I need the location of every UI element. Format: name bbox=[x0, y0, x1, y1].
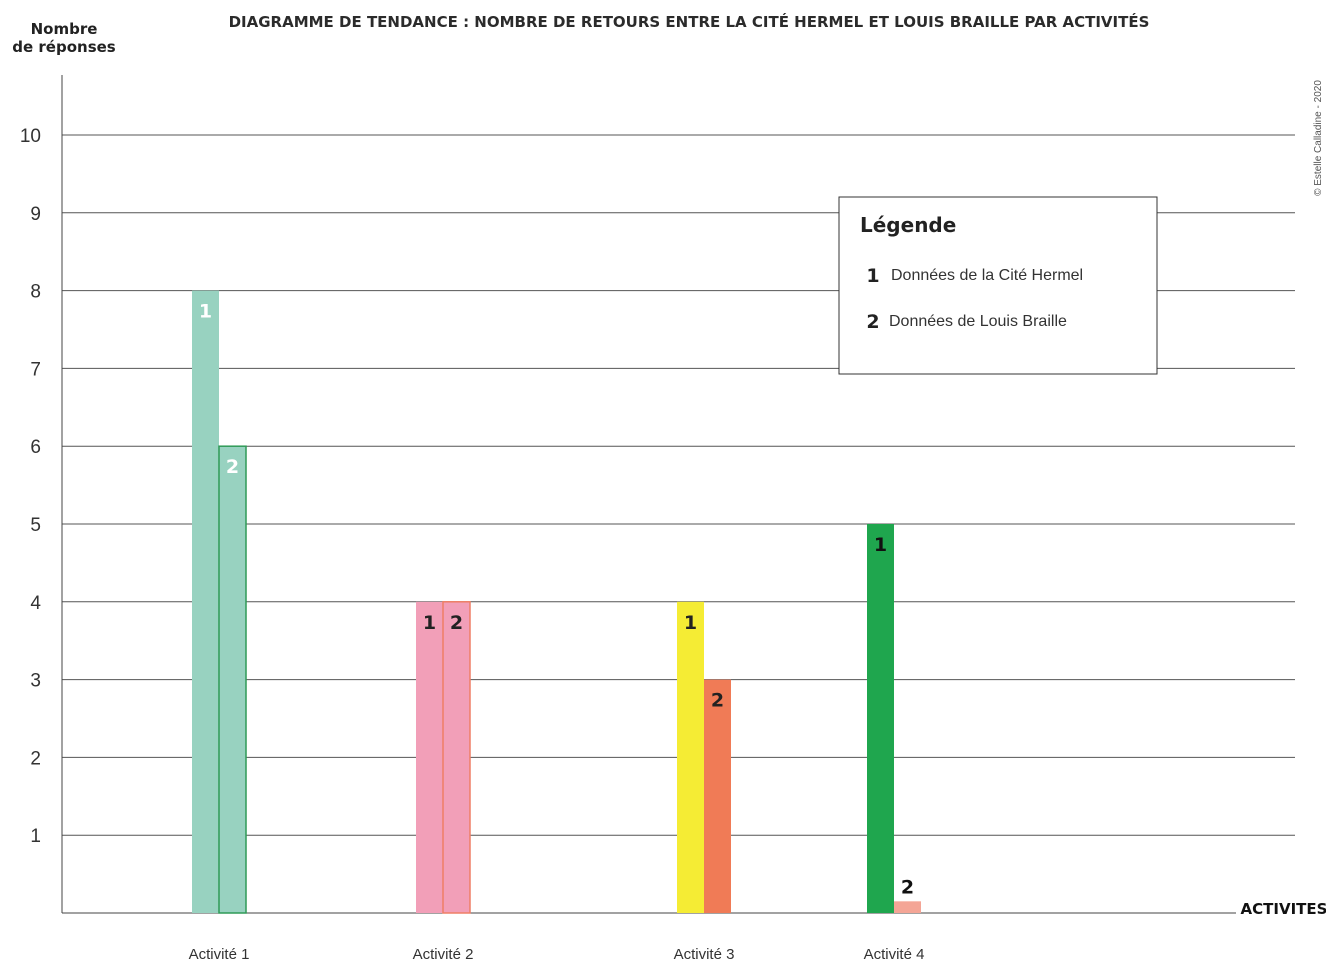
legend-box bbox=[838, 196, 1158, 375]
legend: Légende 1 Données de la Cité Hermel 2 Do… bbox=[838, 196, 1158, 375]
legend-item-1: Données de la Cité Hermel bbox=[891, 267, 1083, 284]
category-label-2: Activité 2 bbox=[413, 946, 474, 963]
category-labels: Activité 1 Activité 2 Activité 3 Activité 4 bbox=[189, 946, 925, 963]
y-tick-label-6: 6 bbox=[30, 437, 41, 458]
y-tick-label-10: 10 bbox=[20, 126, 41, 147]
legend-marker-1: 1 bbox=[866, 265, 879, 287]
category-label-4: Activité 4 bbox=[864, 946, 925, 963]
y-tick-label-4: 4 bbox=[30, 593, 41, 614]
y-axis-label-line2: de réponses bbox=[12, 38, 116, 56]
bar-label-activity-2-series-2: 2 bbox=[450, 612, 463, 634]
x-axis-label: ACTIVITES bbox=[1241, 900, 1326, 918]
category-label-3: Activité 3 bbox=[674, 946, 735, 963]
bar-label-activity-1-series-1: 1 bbox=[199, 301, 212, 323]
y-tick-label-9: 9 bbox=[30, 204, 41, 225]
legend-item-2: Données de Louis Braille bbox=[889, 313, 1067, 330]
legend-title: Légende bbox=[860, 213, 956, 237]
bar-label-activity-2-series-1: 1 bbox=[423, 612, 436, 634]
y-tick-label-3: 3 bbox=[30, 671, 41, 692]
category-label-1: Activité 1 bbox=[189, 946, 250, 963]
y-tick-label-1: 1 bbox=[30, 826, 41, 847]
bar-label-activity-3-series-2: 2 bbox=[711, 690, 724, 712]
bar-activity-4-series-2 bbox=[894, 901, 921, 913]
bar-activity-1-series-1 bbox=[192, 290, 219, 914]
bar-activity-3-series-1 bbox=[677, 601, 704, 913]
bar-label-activity-4-series-1: 1 bbox=[874, 534, 887, 556]
copyright-annotation: © Estelle Calladine - 2020 bbox=[1313, 80, 1324, 196]
y-axis-label-line1: Nombre bbox=[31, 20, 98, 38]
bar-activity-2-series-2 bbox=[442, 601, 471, 914]
bar-label-activity-1-series-2: 2 bbox=[226, 456, 239, 478]
y-tick-label-7: 7 bbox=[30, 359, 41, 380]
y-tick-label-2: 2 bbox=[30, 748, 41, 769]
y-tick-label-5: 5 bbox=[30, 515, 41, 536]
bar-activity-1-series-2 bbox=[218, 445, 247, 914]
y-tick-label-8: 8 bbox=[30, 282, 41, 303]
bar-label-activity-4-series-2: 2 bbox=[901, 876, 914, 898]
bar-activity-3-series-2 bbox=[704, 679, 731, 913]
bar-activity-4-series-1 bbox=[867, 524, 894, 913]
legend-marker-2: 2 bbox=[866, 311, 879, 333]
gridlines bbox=[62, 134, 1295, 836]
chart-title: DIAGRAMME DE TENDANCE : NOMBRE DE RETOUR… bbox=[229, 12, 1150, 31]
y-tick-labels: 1 2 3 4 5 6 7 8 9 10 bbox=[20, 126, 42, 847]
bar-activity-2-series-1 bbox=[416, 601, 443, 913]
bar-label-activity-3-series-1: 1 bbox=[684, 612, 697, 634]
